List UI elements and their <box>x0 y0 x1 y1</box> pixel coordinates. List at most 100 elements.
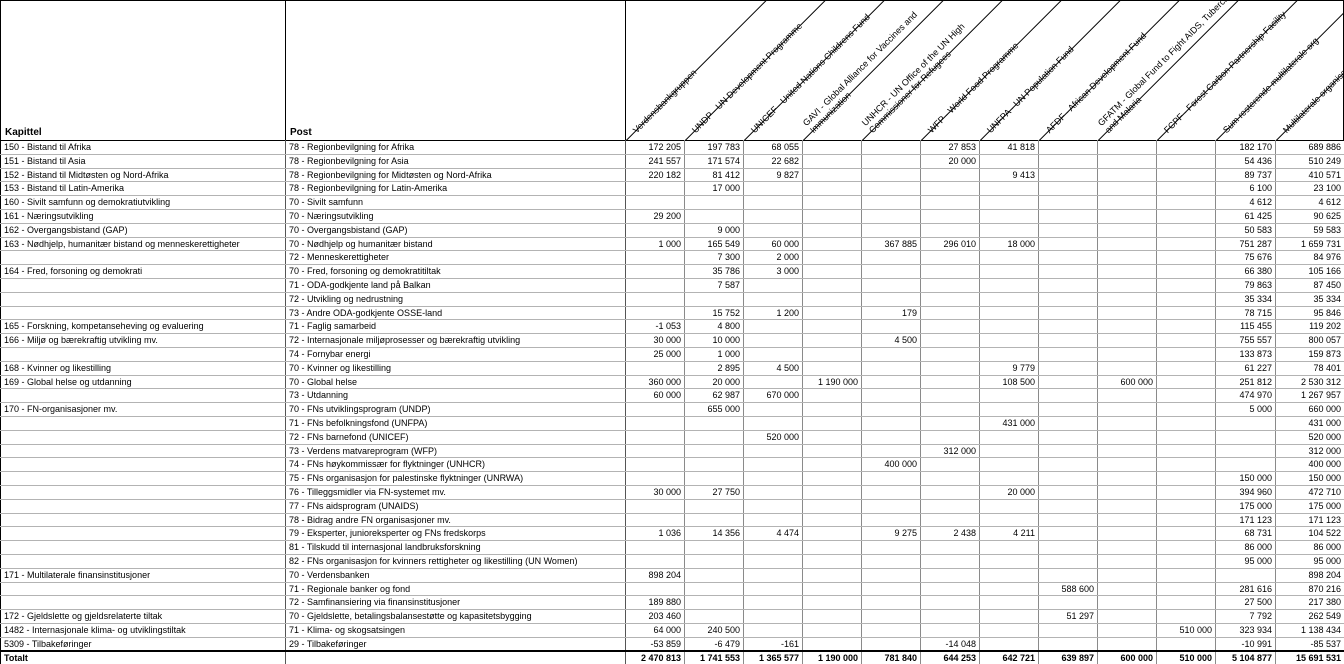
value-cell <box>1097 319 1157 335</box>
value-cell <box>1038 168 1098 183</box>
value-cell <box>625 264 685 279</box>
value-cell <box>802 347 862 362</box>
value-cell <box>1156 582 1216 597</box>
value-cell <box>920 319 980 335</box>
value-cell <box>625 540 685 555</box>
table-row: 72 - Menneskerettigheter 7 300 2 000 75 676… <box>0 250 1344 266</box>
value-cell <box>1097 264 1157 279</box>
value-cell <box>743 292 803 307</box>
value-cell <box>802 457 862 473</box>
value-cell: 262 549 <box>1275 609 1344 624</box>
value-cell <box>743 623 803 638</box>
value-cell <box>920 513 980 528</box>
value-cell <box>979 457 1039 473</box>
post-cell: 72 - Samfinansiering via finansinstitusj… <box>285 595 626 611</box>
value-cell: 9 827 <box>743 168 803 183</box>
table-row: 151 - Bistand til Asia 78 - Regionbevilgn… <box>0 154 1344 169</box>
value-cell <box>802 168 862 183</box>
value-cell <box>920 181 980 197</box>
value-cell: 61 425 <box>1215 209 1276 224</box>
value-cell <box>1097 582 1157 597</box>
value-cell: 4 211 <box>979 526 1039 542</box>
post-cell: 70 - Overgangsbistand (GAP) <box>285 223 626 238</box>
kapittel-cell: 165 - Forskning, kompetanseheving og eva… <box>0 319 286 335</box>
value-cell: 64 000 <box>625 623 685 638</box>
value-cell <box>1097 388 1157 404</box>
value-cell <box>684 582 744 597</box>
value-cell <box>861 485 921 500</box>
value-cell <box>625 195 685 210</box>
value-cell <box>979 609 1039 624</box>
value-cell <box>684 457 744 473</box>
value-cell <box>625 306 685 321</box>
kapittel-cell <box>0 430 286 445</box>
value-cell <box>1156 250 1216 266</box>
value-cell <box>625 430 685 445</box>
value-cell: 179 <box>861 306 921 321</box>
value-cell <box>861 292 921 307</box>
post-cell: 78 - Regionbevilgning for Midtøsten og N… <box>285 168 626 183</box>
value-cell <box>1156 430 1216 445</box>
value-cell: 410 571 <box>1275 168 1344 183</box>
value-cell <box>1038 319 1098 335</box>
value-cell: -14 048 <box>920 637 980 652</box>
value-cell <box>1097 361 1157 376</box>
post-cell: 78 - Regionbevilgning for Asia <box>285 154 626 169</box>
value-cell: -53 859 <box>625 637 685 652</box>
table-row: 160 - Sivilt samfunn og demokratiutvikli… <box>0 195 1344 210</box>
value-cell <box>625 554 685 569</box>
value-cell <box>1097 485 1157 500</box>
table-row: 164 - Fred, forsoning og demokrati 70 - F… <box>0 264 1344 279</box>
value-cell <box>979 471 1039 486</box>
value-cell <box>1038 306 1098 321</box>
value-cell <box>979 223 1039 238</box>
value-cell: 203 460 <box>625 609 685 624</box>
value-cell: 220 182 <box>625 168 685 183</box>
kapittel-cell <box>0 292 286 307</box>
value-cell <box>1038 471 1098 486</box>
value-cell <box>1097 278 1157 293</box>
value-cell <box>1156 457 1216 473</box>
value-cell <box>1156 306 1216 321</box>
value-cell <box>920 168 980 183</box>
post-cell: 77 - FNs aidsprogram (UNAIDS) <box>285 499 626 514</box>
value-cell: 7 792 <box>1215 609 1276 624</box>
value-cell <box>1038 540 1098 555</box>
value-cell: 189 880 <box>625 595 685 611</box>
post-cell: 78 - Regionbevilgning for Afrika <box>285 140 626 155</box>
value-cell <box>625 471 685 486</box>
value-cell: 175 000 <box>1275 499 1344 514</box>
table-header: Kapittel Post Verdensbankgruppen UNDP - U… <box>0 0 1344 140</box>
kapittel-cell: 171 - Multilaterale finansinstitusjoner <box>0 568 286 583</box>
value-cell <box>1156 292 1216 307</box>
total-label-cell: Totalt <box>0 650 286 664</box>
value-cell <box>802 499 862 514</box>
value-cell <box>1156 181 1216 197</box>
value-cell <box>861 388 921 404</box>
value-cell <box>1156 637 1216 652</box>
value-cell: 510 249 <box>1275 154 1344 169</box>
value-cell <box>861 181 921 197</box>
value-cell: 35 334 <box>1275 292 1344 307</box>
value-cell <box>979 181 1039 197</box>
value-cell <box>625 292 685 307</box>
value-cell: 18 000 <box>979 237 1039 252</box>
value-cell <box>920 292 980 307</box>
kapittel-cell <box>0 554 286 569</box>
value-cell <box>743 499 803 514</box>
value-cell <box>920 430 980 445</box>
value-cell <box>802 637 862 652</box>
value-cell: 1 000 <box>625 237 685 252</box>
value-cell <box>920 333 980 348</box>
value-cell: 1 000 <box>684 347 744 362</box>
value-cell <box>1097 154 1157 169</box>
value-cell <box>1038 388 1098 404</box>
value-cell <box>802 416 862 431</box>
value-cell <box>684 416 744 431</box>
post-cell: 70 - Fred, forsoning og demokratitiltak <box>285 264 626 279</box>
value-cell <box>979 582 1039 597</box>
value-cell <box>625 513 685 528</box>
post-cell: 70 - Gjeldslette, betalingsbalansestøtte… <box>285 609 626 624</box>
kapittel-cell <box>0 250 286 266</box>
kapittel-cell: 161 - Næringsutvikling <box>0 209 286 224</box>
